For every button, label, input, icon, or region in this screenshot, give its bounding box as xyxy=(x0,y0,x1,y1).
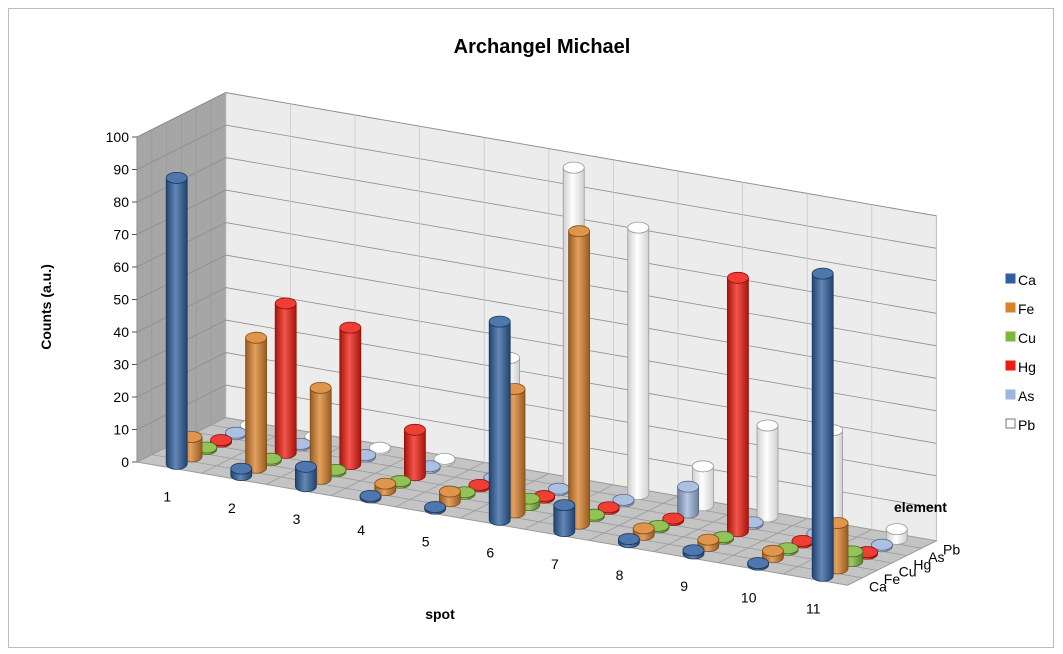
legend-label-pb: Pb xyxy=(1018,417,1035,433)
x-axis-title: spot xyxy=(425,606,455,622)
chart-frame: Archangel Michael 0 10 20 30 40 50 60 70 80 90 100… xyxy=(8,8,1054,648)
chart-title: Archangel Michael xyxy=(454,36,631,58)
x-tick-label: 5 xyxy=(422,533,430,549)
legend-swatch-ca xyxy=(1005,273,1016,284)
bar-ca-spot-4 xyxy=(359,489,382,504)
bar-ca-spot-11 xyxy=(811,267,834,582)
z-tick-label: Fe xyxy=(884,571,901,587)
x-tick-label: 4 xyxy=(357,522,365,538)
legend-swatch-fe xyxy=(1005,302,1016,313)
bar-fe-spot-2 xyxy=(245,331,268,474)
bar-hg-spot-3 xyxy=(339,321,362,470)
legend: Ca Fe Cu Hg As Pb xyxy=(1005,272,1036,433)
bar-fe-spot-4 xyxy=(374,477,397,496)
legend-label-ca: Ca xyxy=(1018,272,1036,288)
bar-ca-spot-3 xyxy=(294,460,317,493)
bar-fe-spot-5 xyxy=(438,485,461,508)
chart-svg: Archangel Michael 0102030405060708090100… xyxy=(38,36,1036,622)
bar-pb-spot-11 xyxy=(885,523,908,545)
bar-fe-spot-3 xyxy=(309,381,332,485)
z-tick-label: As xyxy=(928,549,944,565)
bar-ca-spot-2 xyxy=(230,462,253,481)
x-tick-label: 2 xyxy=(228,500,236,516)
bar-hg-spot-9 xyxy=(727,271,749,538)
legend-label-hg: Hg xyxy=(1018,359,1036,375)
bar-fe-spot-7 xyxy=(568,225,590,530)
legend-label-fe: Fe xyxy=(1018,301,1035,317)
bar-ca-spot-5 xyxy=(424,501,447,515)
legend-swatch-as xyxy=(1005,389,1016,400)
bar-ca-spot-6 xyxy=(488,315,511,526)
y-axis-ticks: 0 10 20 30 40 50 60 70 80 90 100 xyxy=(106,129,137,470)
y-tick-label: 30 xyxy=(113,357,129,373)
x-tick-label: 9 xyxy=(680,578,688,594)
x-tick-label: 8 xyxy=(616,567,624,583)
bar-fe-spot-10 xyxy=(762,544,784,564)
bar-ca-spot-1 xyxy=(165,171,188,470)
x-tick-label: 10 xyxy=(741,589,757,605)
legend-swatch-cu xyxy=(1005,331,1016,342)
chart-bars xyxy=(165,161,908,582)
y-tick-label: 20 xyxy=(113,389,129,405)
y-tick-label: 40 xyxy=(113,324,129,340)
z-tick-label: Hg xyxy=(913,556,931,572)
z-axis-title: element xyxy=(894,499,947,515)
y-tick-label: 90 xyxy=(113,162,129,178)
x-tick-label: 6 xyxy=(486,545,494,561)
x-tick-label: 7 xyxy=(551,556,559,572)
y-tick-label: 100 xyxy=(106,129,130,145)
y-tick-label: 60 xyxy=(113,259,129,275)
bar-ca-spot-7 xyxy=(553,499,576,537)
x-tick-label: 3 xyxy=(293,511,301,527)
y-tick-label: 80 xyxy=(113,194,129,210)
z-tick-label: Pb xyxy=(943,542,960,558)
y-tick-label: 50 xyxy=(113,292,129,308)
legend-swatch-hg xyxy=(1005,360,1016,371)
legend-label-as: As xyxy=(1018,388,1034,404)
bar-as-spot-8 xyxy=(677,480,699,519)
bar-pb-spot-9 xyxy=(756,419,779,523)
y-tick-label: 10 xyxy=(113,422,129,438)
z-tick-label: Ca xyxy=(869,579,887,595)
bar-ca-spot-8 xyxy=(618,533,640,549)
z-tick-label: Cu xyxy=(899,564,917,580)
y-tick-label: 0 xyxy=(121,454,129,470)
x-tick-label: 11 xyxy=(806,601,821,617)
bar-hg-spot-4 xyxy=(403,423,426,482)
legend-swatch-pb xyxy=(1005,418,1016,429)
x-tick-label: 1 xyxy=(163,489,171,505)
y-tick-label: 70 xyxy=(113,227,129,243)
bar-ca-spot-10 xyxy=(747,557,769,571)
legend-label-cu: Cu xyxy=(1018,330,1036,346)
x-axis-ticks: 1 2 3 4 5 6 7 8 9 10 11 xyxy=(163,489,820,617)
bar-ca-spot-9 xyxy=(682,544,705,560)
bar-pb-spot-7 xyxy=(627,221,650,500)
y-axis-title: Counts (a.u.) xyxy=(38,264,54,350)
bar-hg-spot-2 xyxy=(274,297,297,459)
